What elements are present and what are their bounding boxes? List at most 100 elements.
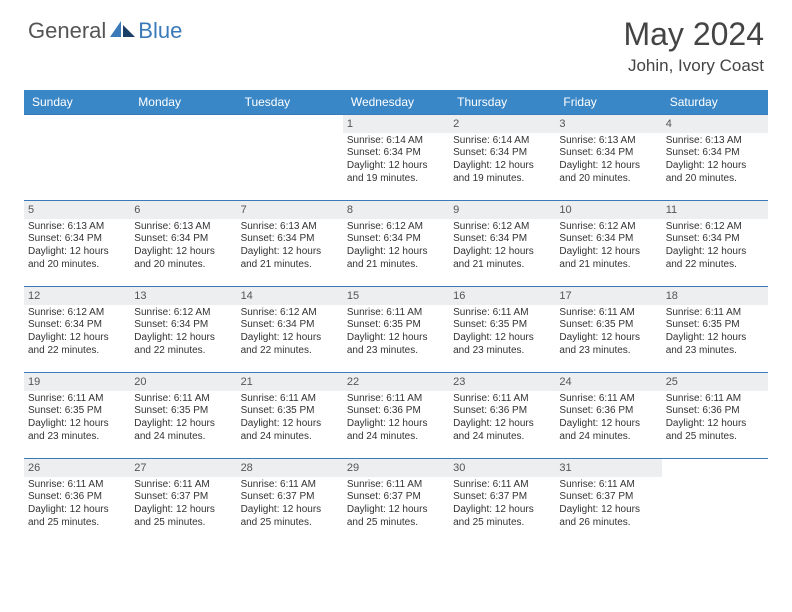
day-number: 27: [130, 459, 236, 477]
day-number: 13: [130, 287, 236, 305]
day-cell: 12Sunrise: 6:12 AMSunset: 6:34 PMDayligh…: [24, 286, 130, 372]
daylight-line: Daylight: 12 hours and 24 minutes.: [134, 418, 232, 444]
page-header: General Blue May 2024 Johin, Ivory Coast: [0, 0, 792, 84]
day-cell: 6Sunrise: 6:13 AMSunset: 6:34 PMDaylight…: [130, 200, 236, 286]
day-cell: 23Sunrise: 6:11 AMSunset: 6:36 PMDayligh…: [449, 372, 555, 458]
day-cell: 5Sunrise: 6:13 AMSunset: 6:34 PMDaylight…: [24, 200, 130, 286]
daylight-line: Daylight: 12 hours and 20 minutes.: [666, 160, 764, 186]
day-cell: 26Sunrise: 6:11 AMSunset: 6:36 PMDayligh…: [24, 458, 130, 544]
daylight-line: Daylight: 12 hours and 25 minutes.: [241, 504, 339, 530]
daylight-line: Daylight: 12 hours and 21 minutes.: [453, 246, 551, 272]
daylight-line: Daylight: 12 hours and 22 minutes.: [134, 332, 232, 358]
weekday-header-row: SundayMondayTuesdayWednesdayThursdayFrid…: [24, 90, 768, 115]
sunrise-line: Sunrise: 6:11 AM: [241, 393, 339, 406]
day-number: 5: [24, 201, 130, 219]
sunset-line: Sunset: 6:35 PM: [453, 319, 551, 332]
day-cell: 14Sunrise: 6:12 AMSunset: 6:34 PMDayligh…: [237, 286, 343, 372]
day-cell: 16Sunrise: 6:11 AMSunset: 6:35 PMDayligh…: [449, 286, 555, 372]
day-number: [662, 459, 768, 477]
sunrise-line: Sunrise: 6:11 AM: [559, 307, 657, 320]
sunset-line: Sunset: 6:34 PM: [241, 233, 339, 246]
day-cell: 13Sunrise: 6:12 AMSunset: 6:34 PMDayligh…: [130, 286, 236, 372]
sunrise-line: Sunrise: 6:11 AM: [666, 393, 764, 406]
daylight-line: Daylight: 12 hours and 23 minutes.: [453, 332, 551, 358]
day-cell: 7Sunrise: 6:13 AMSunset: 6:34 PMDaylight…: [237, 200, 343, 286]
day-number: [24, 115, 130, 133]
weekday-header: Thursday: [449, 90, 555, 115]
day-cell: 24Sunrise: 6:11 AMSunset: 6:36 PMDayligh…: [555, 372, 661, 458]
sunrise-line: Sunrise: 6:11 AM: [666, 307, 764, 320]
day-number: [237, 115, 343, 133]
sunset-line: Sunset: 6:37 PM: [134, 491, 232, 504]
day-number: 3: [555, 115, 661, 133]
sunset-line: Sunset: 6:35 PM: [666, 319, 764, 332]
sunrise-line: Sunrise: 6:14 AM: [347, 135, 445, 148]
sunrise-line: Sunrise: 6:11 AM: [453, 307, 551, 320]
daylight-line: Daylight: 12 hours and 22 minutes.: [241, 332, 339, 358]
sunrise-line: Sunrise: 6:14 AM: [453, 135, 551, 148]
week-row: 5Sunrise: 6:13 AMSunset: 6:34 PMDaylight…: [24, 200, 768, 286]
sunset-line: Sunset: 6:35 PM: [559, 319, 657, 332]
sunrise-line: Sunrise: 6:12 AM: [134, 307, 232, 320]
location-text: Johin, Ivory Coast: [623, 56, 764, 76]
daylight-line: Daylight: 12 hours and 24 minutes.: [347, 418, 445, 444]
sunrise-line: Sunrise: 6:11 AM: [347, 479, 445, 492]
day-number: 22: [343, 373, 449, 391]
day-number: 1: [343, 115, 449, 133]
sunset-line: Sunset: 6:35 PM: [241, 405, 339, 418]
daylight-line: Daylight: 12 hours and 22 minutes.: [28, 332, 126, 358]
day-cell: 31Sunrise: 6:11 AMSunset: 6:37 PMDayligh…: [555, 458, 661, 544]
daylight-line: Daylight: 12 hours and 24 minutes.: [241, 418, 339, 444]
sunset-line: Sunset: 6:37 PM: [559, 491, 657, 504]
daylight-line: Daylight: 12 hours and 22 minutes.: [666, 246, 764, 272]
daylight-line: Daylight: 12 hours and 24 minutes.: [559, 418, 657, 444]
daylight-line: Daylight: 12 hours and 25 minutes.: [134, 504, 232, 530]
day-number: 31: [555, 459, 661, 477]
day-cell: 30Sunrise: 6:11 AMSunset: 6:37 PMDayligh…: [449, 458, 555, 544]
day-cell: 19Sunrise: 6:11 AMSunset: 6:35 PMDayligh…: [24, 372, 130, 458]
day-number: 19: [24, 373, 130, 391]
sunset-line: Sunset: 6:36 PM: [453, 405, 551, 418]
sunset-line: Sunset: 6:36 PM: [28, 491, 126, 504]
sunset-line: Sunset: 6:34 PM: [28, 319, 126, 332]
day-cell: 10Sunrise: 6:12 AMSunset: 6:34 PMDayligh…: [555, 200, 661, 286]
sunset-line: Sunset: 6:36 PM: [559, 405, 657, 418]
day-cell: 25Sunrise: 6:11 AMSunset: 6:36 PMDayligh…: [662, 372, 768, 458]
day-number: 2: [449, 115, 555, 133]
weekday-header: Sunday: [24, 90, 130, 115]
day-number: 12: [24, 287, 130, 305]
sunset-line: Sunset: 6:34 PM: [28, 233, 126, 246]
day-number: 8: [343, 201, 449, 219]
sunrise-line: Sunrise: 6:13 AM: [666, 135, 764, 148]
daylight-line: Daylight: 12 hours and 23 minutes.: [347, 332, 445, 358]
sunset-line: Sunset: 6:34 PM: [559, 233, 657, 246]
day-number: 23: [449, 373, 555, 391]
day-number: 7: [237, 201, 343, 219]
day-number: 11: [662, 201, 768, 219]
daylight-line: Daylight: 12 hours and 21 minutes.: [241, 246, 339, 272]
daylight-line: Daylight: 12 hours and 25 minutes.: [28, 504, 126, 530]
sunset-line: Sunset: 6:36 PM: [666, 405, 764, 418]
daylight-line: Daylight: 12 hours and 24 minutes.: [453, 418, 551, 444]
sunrise-line: Sunrise: 6:11 AM: [134, 479, 232, 492]
sunrise-line: Sunrise: 6:11 AM: [28, 479, 126, 492]
day-cell: [237, 114, 343, 200]
day-cell: 8Sunrise: 6:12 AMSunset: 6:34 PMDaylight…: [343, 200, 449, 286]
day-cell: 9Sunrise: 6:12 AMSunset: 6:34 PMDaylight…: [449, 200, 555, 286]
sunrise-line: Sunrise: 6:12 AM: [666, 221, 764, 234]
sunset-line: Sunset: 6:35 PM: [347, 319, 445, 332]
sunrise-line: Sunrise: 6:13 AM: [28, 221, 126, 234]
week-row: 19Sunrise: 6:11 AMSunset: 6:35 PMDayligh…: [24, 372, 768, 458]
sunrise-line: Sunrise: 6:11 AM: [559, 479, 657, 492]
sunset-line: Sunset: 6:34 PM: [559, 147, 657, 160]
day-cell: 3Sunrise: 6:13 AMSunset: 6:34 PMDaylight…: [555, 114, 661, 200]
sunset-line: Sunset: 6:34 PM: [347, 147, 445, 160]
sunset-line: Sunset: 6:34 PM: [666, 147, 764, 160]
day-number: 29: [343, 459, 449, 477]
daylight-line: Daylight: 12 hours and 19 minutes.: [453, 160, 551, 186]
brand-text-1: General: [28, 18, 106, 44]
brand-logo: General Blue: [28, 18, 182, 44]
daylight-line: Daylight: 12 hours and 23 minutes.: [666, 332, 764, 358]
day-cell: 21Sunrise: 6:11 AMSunset: 6:35 PMDayligh…: [237, 372, 343, 458]
title-block: May 2024 Johin, Ivory Coast: [623, 18, 764, 76]
